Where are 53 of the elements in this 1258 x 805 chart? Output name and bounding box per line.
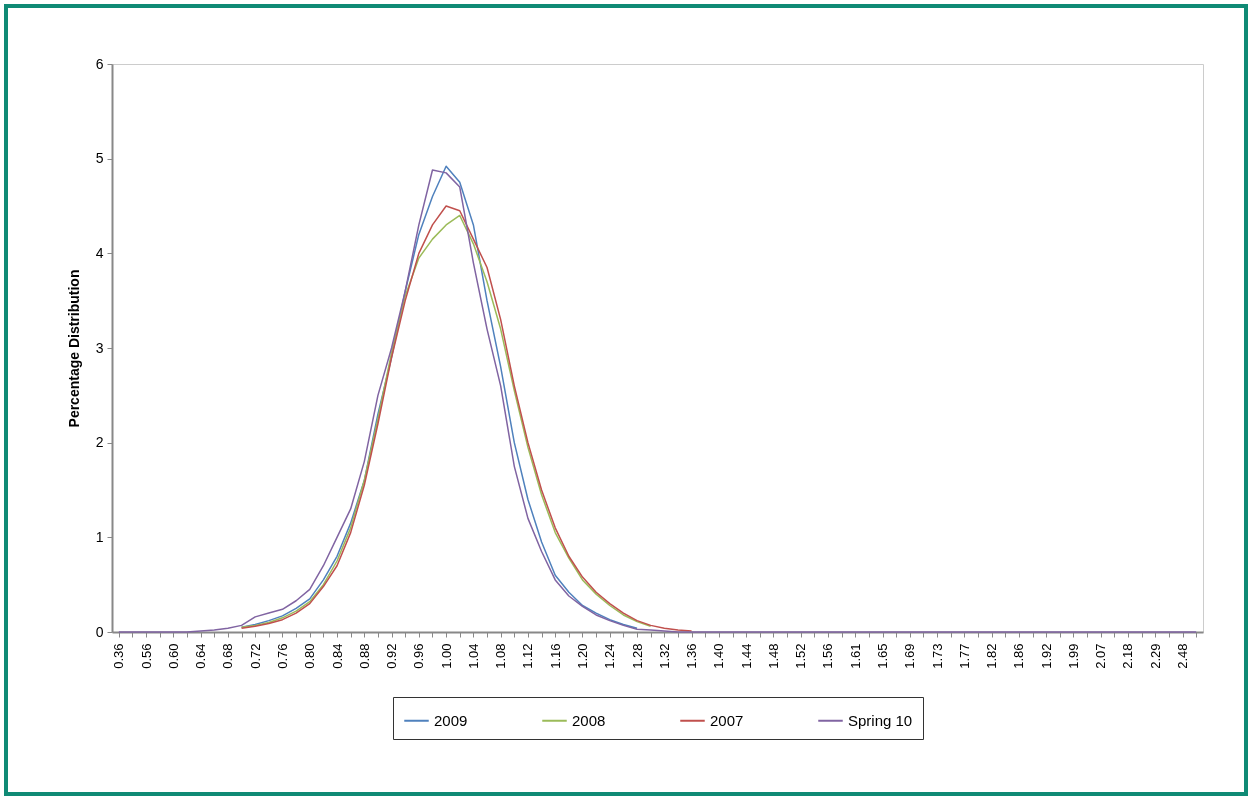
x-tick-label: 0.88: [356, 643, 372, 669]
y-tick-label: 1: [95, 528, 104, 545]
legend-label: 2008: [572, 711, 606, 729]
y-tick-label: 0: [95, 623, 104, 640]
x-tick-label: 1.73: [929, 643, 945, 669]
legend-label: 2007: [710, 711, 744, 729]
x-tick-label: 1.99: [1065, 643, 1081, 669]
line-series: [118, 169, 1197, 633]
x-tick-label: 1.36: [684, 643, 700, 669]
x-tick-label: 0.60: [165, 643, 181, 669]
y-tick-label: 5: [95, 150, 104, 167]
x-tick-label: 1.69: [902, 643, 918, 669]
x-tick-label: 1.08: [493, 643, 509, 669]
x-tick-label: 1.04: [465, 643, 481, 669]
x-tick-label: 0.36: [111, 643, 127, 669]
x-tick-label: 2.07: [1093, 643, 1109, 669]
x-tick-label: 1.61: [847, 643, 863, 669]
x-tick-label: 0.64: [193, 643, 209, 669]
x-tick-label: 0.92: [384, 643, 400, 669]
x-tick-label: 1.00: [438, 643, 454, 669]
x-tick-label: 1.82: [984, 643, 1000, 669]
x-tick-label: 1.48: [765, 643, 781, 669]
x-tick-label: 2.48: [1175, 643, 1191, 669]
x-tick-label: 1.20: [574, 643, 590, 669]
x-tick-label: 1.28: [629, 643, 645, 669]
x-tick-label: 0.84: [329, 643, 345, 669]
x-tick-label: 0.68: [220, 643, 236, 669]
legend-label: 2009: [434, 711, 468, 729]
x-tick-label: 1.24: [602, 643, 618, 669]
x-tick-label: 1.52: [793, 643, 809, 669]
x-tick-label: 1.32: [656, 643, 672, 669]
x-tick-label: 1.92: [1038, 643, 1054, 669]
x-tick-label: 1.77: [956, 643, 972, 669]
x-tick-label: 0.76: [274, 643, 290, 669]
x-tick-label: 1.86: [1011, 643, 1027, 669]
x-tick-label: 1.56: [820, 643, 836, 669]
y-axis-title: Percentage Distribution: [65, 269, 82, 428]
x-tick-label: 1.16: [547, 643, 563, 669]
y-tick-label: 6: [95, 55, 104, 72]
legend-label: Spring 10: [848, 711, 913, 729]
x-tick-label: 1.12: [520, 643, 536, 669]
x-tick-label: 1.65: [875, 643, 891, 669]
x-tick-label: 0.80: [302, 643, 318, 669]
x-tick-label: 1.44: [738, 643, 754, 669]
x-tick-label: 2.18: [1120, 643, 1136, 669]
y-tick-label: 3: [95, 339, 104, 356]
x-tick-label: 0.56: [138, 643, 154, 669]
y-tick-label: 4: [95, 244, 104, 261]
x-tick-label: 2.29: [1147, 643, 1163, 669]
x-tick-label: 0.96: [411, 643, 427, 669]
x-tick-label: 1.40: [711, 643, 727, 669]
x-tick-label: 0.72: [247, 643, 263, 669]
y-tick-label: 2: [95, 434, 104, 451]
